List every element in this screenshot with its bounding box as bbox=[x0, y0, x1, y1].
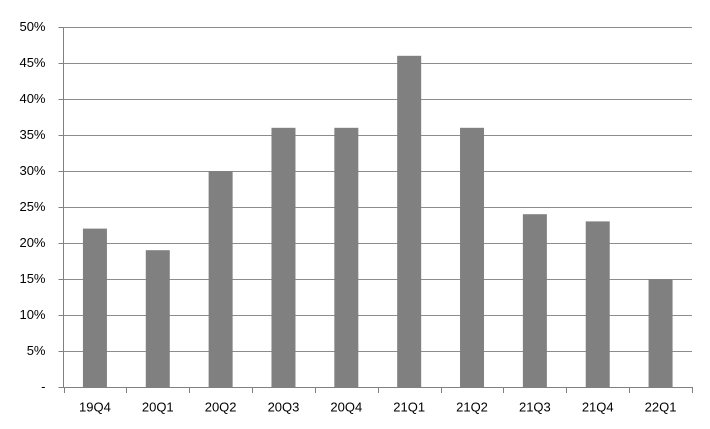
bar bbox=[397, 55, 422, 388]
x-tick-label: 22Q1 bbox=[645, 399, 677, 414]
y-tick-label: 10% bbox=[19, 307, 45, 322]
x-tick-label: 21Q1 bbox=[393, 399, 425, 414]
x-tick-label: 20Q2 bbox=[205, 399, 237, 414]
y-tick-label: 20% bbox=[19, 235, 45, 250]
y-tick-label: 40% bbox=[19, 91, 45, 106]
bar bbox=[334, 127, 359, 388]
y-tick-label: 15% bbox=[19, 271, 45, 286]
x-tick-label: 21Q2 bbox=[456, 399, 488, 414]
bar bbox=[585, 221, 610, 387]
x-tick-label: 21Q4 bbox=[582, 399, 614, 414]
bar bbox=[271, 127, 296, 388]
x-tick-label: 20Q4 bbox=[330, 399, 362, 414]
bar bbox=[460, 127, 485, 388]
y-tick-label: 5% bbox=[27, 343, 46, 358]
bar bbox=[648, 279, 673, 387]
y-tick-label: - bbox=[41, 379, 45, 394]
y-tick-label: 25% bbox=[19, 199, 45, 214]
x-tick-label: 19Q4 bbox=[79, 399, 111, 414]
bar bbox=[82, 228, 107, 387]
bar bbox=[208, 171, 233, 387]
y-tick-label: 35% bbox=[19, 127, 45, 142]
y-tick-label: 45% bbox=[19, 55, 45, 70]
y-tick-label: 50% bbox=[19, 19, 45, 34]
x-tick-label: 20Q3 bbox=[268, 399, 300, 414]
y-tick-label: 30% bbox=[19, 163, 45, 178]
bar bbox=[145, 250, 170, 387]
x-tick-label: 20Q1 bbox=[142, 399, 174, 414]
x-tick-label: 21Q3 bbox=[519, 399, 551, 414]
bar bbox=[522, 214, 547, 387]
